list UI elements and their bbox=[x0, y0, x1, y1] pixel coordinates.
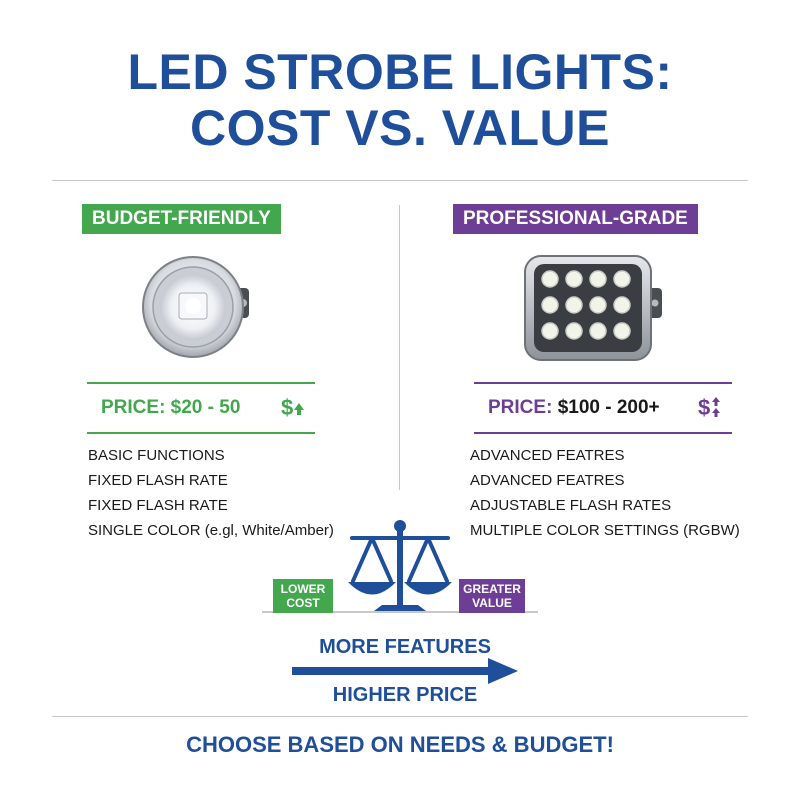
dollar-up-arrows-icon: $ bbox=[698, 384, 722, 432]
professional-strobe-light-image bbox=[524, 255, 662, 361]
list-item: SINGLE COLOR (e.gl, White/Amber) bbox=[88, 522, 334, 539]
greater-value-badge: GREATER VALUE bbox=[459, 579, 525, 613]
professional-feature-list: ADVANCED FEATRES ADVANCED FEATRES ADJUST… bbox=[470, 443, 740, 543]
budget-price-row: PRICE: $20 - 50 $ bbox=[87, 382, 315, 434]
budget-price-label: PRICE: $20 - 50 bbox=[101, 397, 241, 418]
more-features-label: MORE FEATURES bbox=[319, 636, 491, 658]
dollar-up-icon: $ bbox=[281, 384, 305, 432]
balance-scale-icon bbox=[262, 520, 538, 613]
list-item: ADVANCED FEATRES bbox=[470, 472, 625, 489]
list-item: FIXED FLASH RATE bbox=[88, 472, 228, 489]
title-line-2: COST VS. VALUE bbox=[189, 100, 610, 156]
professional-price-row: PRICE: $100 - 200+ $ bbox=[474, 382, 732, 434]
title-line-1: LED STROBE LIGHTS: bbox=[127, 44, 673, 100]
footer-callout: CHOOSE BASED ON NEEDS & BUDGET! bbox=[186, 732, 614, 757]
budget-feature-list: BASIC FUNCTIONS FIXED FLASH RATE FIXED F… bbox=[88, 443, 334, 543]
list-item: ADJUSTABLE FLASH RATES bbox=[470, 497, 672, 514]
right-arrow-icon bbox=[292, 658, 518, 684]
professional-price-label: PRICE: $100 - 200+ bbox=[488, 397, 660, 418]
budget-strobe-light-image bbox=[142, 256, 249, 358]
top-divider bbox=[52, 180, 748, 181]
bottom-divider bbox=[52, 716, 748, 717]
budget-friendly-badge: BUDGET-FRIENDLY bbox=[82, 204, 281, 234]
list-item: FIXED FLASH RATE bbox=[88, 497, 228, 514]
lower-cost-badge: LOWER COST bbox=[273, 579, 333, 613]
list-item: ADVANCED FEATRES bbox=[470, 447, 625, 464]
center-divider bbox=[399, 205, 400, 490]
list-item: MULTIPLE COLOR SETTINGS (RGBW) bbox=[470, 522, 740, 539]
page-title: LED STROBE LIGHTS: COST VS. VALUE bbox=[0, 44, 800, 156]
list-item: BASIC FUNCTIONS bbox=[88, 447, 225, 464]
professional-grade-badge: PROFESSIONAL-GRADE bbox=[453, 204, 698, 234]
higher-price-label: HIGHER PRICE bbox=[332, 684, 478, 706]
